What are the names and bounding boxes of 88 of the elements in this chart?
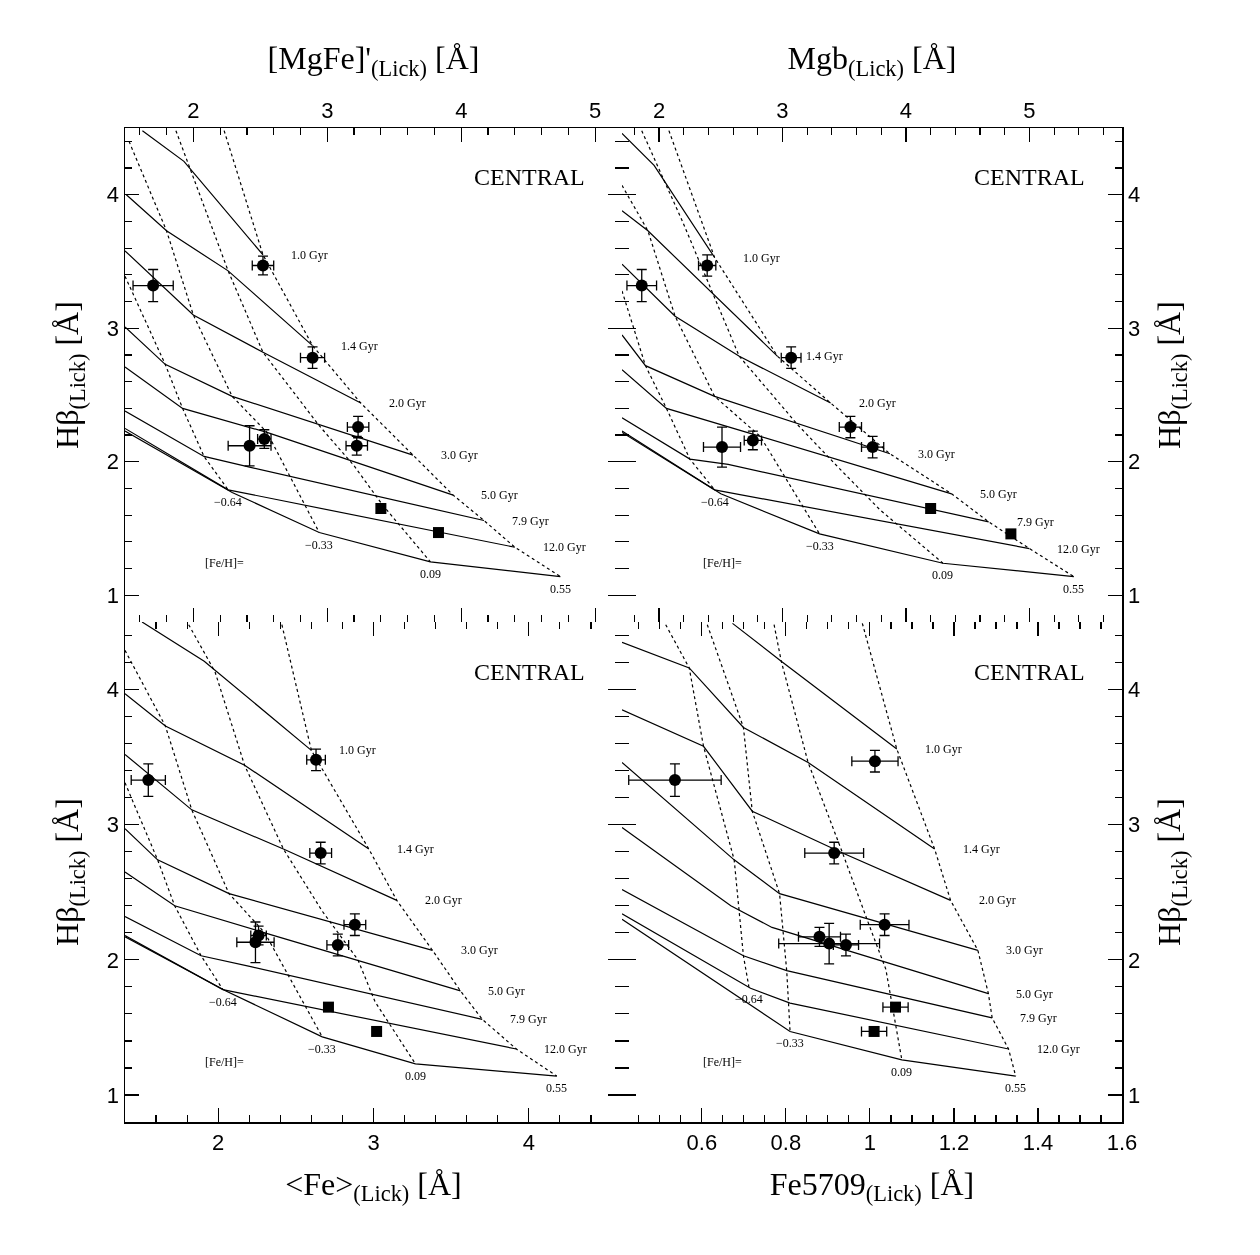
- y-tick-label: 4: [1127, 677, 1141, 703]
- x-tick-label: 3: [321, 97, 334, 123]
- annotation: 12.0 Gyr: [544, 1042, 587, 1056]
- x-tick-label: 3: [367, 1129, 380, 1155]
- y-tick-label: 1: [106, 583, 120, 608]
- y-tick-label: 3: [1127, 315, 1141, 341]
- annotation: 12.0 Gyr: [1037, 1042, 1080, 1056]
- annotation: 1.4 Gyr: [341, 339, 378, 353]
- annotation: 2.0 Gyr: [389, 396, 426, 410]
- annotation: 2.0 Gyr: [979, 893, 1016, 907]
- y-tick-label: 4: [106, 677, 120, 703]
- annotation: 0.09: [405, 1069, 426, 1083]
- annotation: CENTRAL: [474, 164, 585, 190]
- annotation: 1.0 Gyr: [291, 248, 328, 262]
- x-tick-label: 2: [212, 1129, 225, 1155]
- x-tick-label: 4: [522, 1129, 535, 1155]
- annotation: 7.9 Gyr: [1020, 1011, 1057, 1025]
- x-tick-label: 2: [652, 97, 666, 123]
- annotation: CENTRAL: [474, 659, 585, 685]
- y-tick-label: 1: [1127, 583, 1141, 608]
- annotation: [Fe/H]=: [205, 1055, 244, 1069]
- annotation: 12.0 Gyr: [1057, 542, 1100, 556]
- annotation: 1.0 Gyr: [743, 251, 780, 265]
- annotation: 7.9 Gyr: [512, 514, 549, 528]
- annotation: 2.0 Gyr: [425, 893, 462, 907]
- annotation: 3.0 Gyr: [441, 448, 478, 462]
- y-tick-label: 4: [106, 182, 120, 208]
- y-tick-label: 2: [1127, 449, 1141, 475]
- x-tick-label: 1: [863, 1129, 877, 1155]
- annotation: −0.33: [308, 1042, 336, 1056]
- annotation: [Fe/H]=: [703, 1055, 742, 1069]
- annotation: −0.64: [214, 495, 242, 509]
- x-tick-label: 1.4: [1022, 1129, 1054, 1155]
- y-tick-label: 3: [1127, 812, 1141, 838]
- annotation: −0.64: [209, 995, 237, 1009]
- x-axis-title: <Fe>$_{(Lick)}$ [Å]: [285, 1165, 462, 1207]
- annotation: 1.4 Gyr: [963, 842, 1000, 856]
- y-tick-label: 3: [106, 315, 120, 341]
- x-tick-label: 5: [589, 97, 602, 123]
- annotation: 0.55: [546, 1081, 567, 1095]
- annotation: 0.09: [891, 1065, 912, 1079]
- annotation: 2.0 Gyr: [859, 396, 896, 410]
- annotation: −0.33: [776, 1036, 804, 1050]
- x-tick-label: 5: [1023, 97, 1036, 123]
- annotation: −0.64: [701, 495, 729, 509]
- annotation: CENTRAL: [974, 659, 1085, 685]
- y-tick-label: 1: [106, 1082, 120, 1108]
- annotation: 5.0 Gyr: [1016, 987, 1053, 1001]
- y-tick-label: 4: [1127, 182, 1141, 208]
- annotation: 1.4 Gyr: [397, 842, 434, 856]
- annotation: 1.0 Gyr: [339, 743, 376, 757]
- y-tick-label: 1: [1127, 1082, 1141, 1108]
- annotation: 0.55: [550, 582, 571, 596]
- x-tick-label: 4: [899, 97, 913, 123]
- x-tick-label: 3: [776, 97, 789, 123]
- annotation: 1.4 Gyr: [806, 349, 843, 363]
- y-tick-label: 3: [106, 812, 120, 838]
- annotation: 3.0 Gyr: [918, 447, 955, 461]
- x-tick-label: 1.2: [938, 1129, 970, 1155]
- annotation: −0.33: [806, 539, 834, 553]
- annotation: 5.0 Gyr: [488, 984, 525, 998]
- annotation: −0.33: [305, 538, 333, 552]
- annotation: CENTRAL: [974, 164, 1085, 190]
- x-axis-title: Fe5709$_{(Lick)}$ [Å]: [769, 1165, 975, 1207]
- x-tick-label: 1.6: [1106, 1129, 1138, 1155]
- y-tick-label: 2: [106, 947, 120, 973]
- x-tick-label: 2: [187, 97, 200, 123]
- annotation: 0.55: [1063, 582, 1084, 596]
- annotation: 3.0 Gyr: [1006, 943, 1043, 957]
- x-tick-label: 4: [455, 97, 468, 123]
- x-tick-label: 0.8: [770, 1129, 802, 1155]
- annotation: 3.0 Gyr: [461, 943, 498, 957]
- annotation: [Fe/H]=: [205, 556, 244, 570]
- annotation: [Fe/H]=: [703, 556, 742, 570]
- annotation: 12.0 Gyr: [543, 540, 586, 554]
- annotation: 7.9 Gyr: [510, 1012, 547, 1026]
- x-axis-title: Mgb$_{(Lick)}$ [Å]: [787, 40, 957, 81]
- y-tick-label: 2: [106, 449, 120, 475]
- y-tick-label: 2: [1127, 947, 1141, 973]
- annotation: 5.0 Gyr: [481, 488, 518, 502]
- annotation: 1.0 Gyr: [925, 742, 962, 756]
- annotation: 7.9 Gyr: [1017, 515, 1054, 529]
- x-tick-label: 0.6: [686, 1129, 718, 1155]
- annotation: 5.0 Gyr: [980, 487, 1017, 501]
- annotation: 0.55: [1005, 1081, 1026, 1095]
- x-axis-title: [MgFe]'$_{(Lick)}$ [Å]: [267, 40, 480, 81]
- annotation: 0.09: [932, 568, 953, 582]
- annotation: 0.09: [420, 567, 441, 581]
